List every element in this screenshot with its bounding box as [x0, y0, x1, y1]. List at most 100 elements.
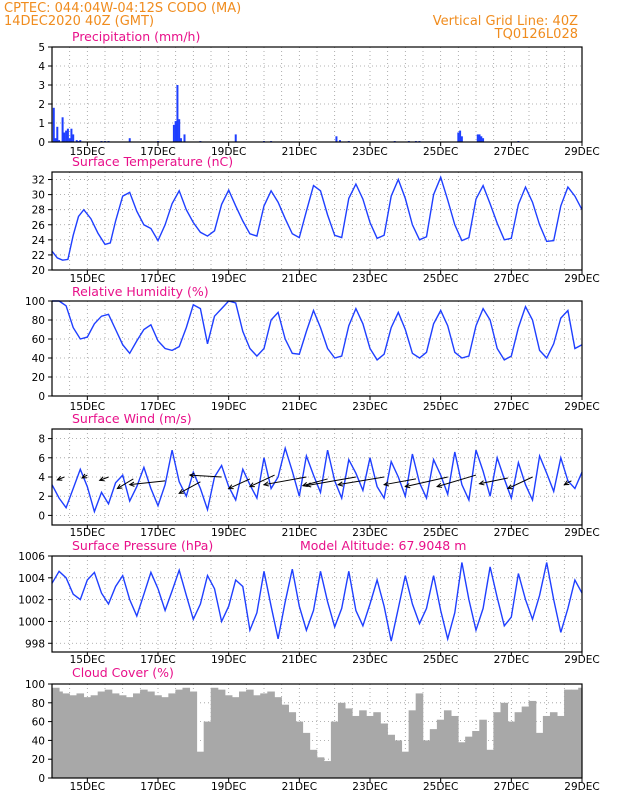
wind-arrow	[479, 477, 508, 485]
cloud-column	[125, 697, 134, 778]
header-grid-line: Vertical Grid Line: 40Z	[433, 14, 578, 29]
temp-xtick-label: 25DEC	[423, 273, 458, 285]
cloud-column	[465, 736, 473, 778]
wind-arrow-head	[56, 475, 63, 481]
precip-ytick-label: 4	[38, 61, 45, 73]
wind-arrow-head	[506, 484, 513, 490]
cloud-column	[104, 689, 113, 778]
wind-arrow-head	[301, 481, 308, 488]
cloud-xtick-label: 29DEC	[564, 781, 599, 793]
wind-arrow	[436, 474, 477, 488]
cloud-column	[542, 715, 551, 778]
pres-xtick-label: 15DEC	[70, 654, 105, 666]
precip-bar	[172, 124, 175, 142]
cloud-column	[118, 695, 127, 778]
precip-bar	[476, 134, 479, 142]
pres-xtick-label: 23DEC	[352, 654, 387, 666]
pres-ytick-label: 998	[25, 638, 45, 650]
wind-arrow-head	[81, 473, 88, 479]
cloud-frame	[51, 683, 583, 779]
cloud-column	[394, 740, 403, 778]
rh-ytick-label: 0	[38, 391, 45, 403]
cloud-column	[535, 732, 544, 778]
cloud-column	[316, 757, 325, 778]
pres-ytick-label: 1004	[18, 573, 45, 585]
cloud-column	[224, 695, 233, 778]
rh-xtick-label: 27DEC	[494, 401, 529, 413]
precip-bar	[58, 140, 61, 142]
cloud-column	[330, 721, 339, 778]
pres-xtick-label: 17DEC	[140, 654, 175, 666]
cloud-column	[443, 710, 452, 778]
precip-bar	[480, 136, 483, 142]
cloud-xtick-label: 27DEC	[494, 781, 529, 793]
cloud-column	[281, 704, 289, 778]
wind-arrow-head	[248, 482, 255, 488]
cloud-column	[571, 689, 579, 778]
temp-title: Surface Temperature (nC)	[72, 154, 233, 169]
cloud-xtick-label: 15DEC	[70, 781, 105, 793]
cloud-column	[69, 695, 77, 778]
wind-xtick-label: 21DEC	[282, 527, 317, 539]
precip-bar	[174, 121, 177, 142]
wind-panel: Surface Wind (m/s) 0 2 4 6 8 15DEC 17DEC 19DEC 21…	[38, 411, 599, 539]
rh-xtick-label: 29DEC	[564, 401, 599, 413]
header-date: 14DEC2020 40Z (GMT)	[4, 14, 154, 29]
precip-bar	[63, 132, 66, 142]
wind-frame	[51, 428, 583, 526]
temp-ytick-label: 24	[32, 235, 46, 247]
temp-xtick-label: 29DEC	[564, 273, 599, 285]
precip-xtick-label: 17DEC	[140, 146, 175, 158]
pres-line	[51, 562, 583, 642]
pres-annotation: Model Altitude: 67.9048 m	[300, 538, 466, 553]
wind-arrow-head	[262, 481, 269, 487]
rh-line	[52, 300, 583, 361]
wind-arrow	[405, 476, 448, 488]
precip-bar	[66, 128, 69, 142]
pres-title: Surface Pressure (hPa)	[72, 538, 213, 553]
cloud-column	[352, 715, 360, 778]
rh-frame	[51, 300, 583, 397]
cloud-column	[260, 693, 268, 778]
wind-arrow	[338, 476, 385, 486]
rh-ytick-label: 100	[25, 296, 45, 308]
wind-xtick-label: 23DEC	[352, 527, 387, 539]
precip-ytick-label: 2	[38, 99, 45, 111]
precip-bar	[482, 138, 485, 142]
rh-ytick-label: 80	[32, 315, 45, 327]
cloud-column	[217, 689, 226, 778]
cloud-column	[359, 710, 367, 778]
wind-arrow	[263, 476, 307, 486]
cloud-column	[578, 687, 582, 778]
precip-bar	[178, 119, 181, 142]
cloud-column	[493, 712, 501, 778]
precip-bar	[79, 140, 82, 142]
wind-arrow-head	[188, 472, 195, 478]
cloud-xtick-label: 17DEC	[140, 781, 175, 793]
wind-arrow-head	[337, 481, 344, 487]
precip-ytick-label: 1	[38, 118, 45, 130]
wind-arrow-head	[98, 476, 105, 482]
cloud-panel: Cloud Cover (%) 0 20 40 60 80 100 15DEC 17DEC 19D…	[25, 665, 600, 793]
temp-panel: Surface Temperature (nC) 20 22 24 26 28 30 32 15…	[32, 154, 600, 285]
precip-bar	[176, 85, 179, 142]
wind-arrow	[99, 476, 109, 481]
precip-bar	[65, 130, 68, 142]
pres-ytick-label: 1000	[18, 616, 45, 628]
wind-arrow-head	[305, 482, 312, 488]
cloud-column	[557, 715, 565, 778]
cloud-column	[253, 695, 261, 778]
precip-bar	[75, 140, 78, 142]
cloud-column	[274, 697, 282, 778]
cloud-ytick-label: 40	[32, 735, 45, 747]
cloud-column	[373, 712, 381, 778]
temp-ytick-label: 26	[32, 220, 46, 232]
cloud-column	[302, 732, 311, 778]
precip-bar	[338, 140, 341, 142]
precip-xtick-label: 27DEC	[494, 146, 529, 158]
pres-ytick-label: 1002	[18, 595, 45, 607]
cloud-column	[83, 697, 92, 778]
cloud-ytick-label: 80	[32, 698, 45, 710]
wind-arrow	[564, 480, 572, 486]
